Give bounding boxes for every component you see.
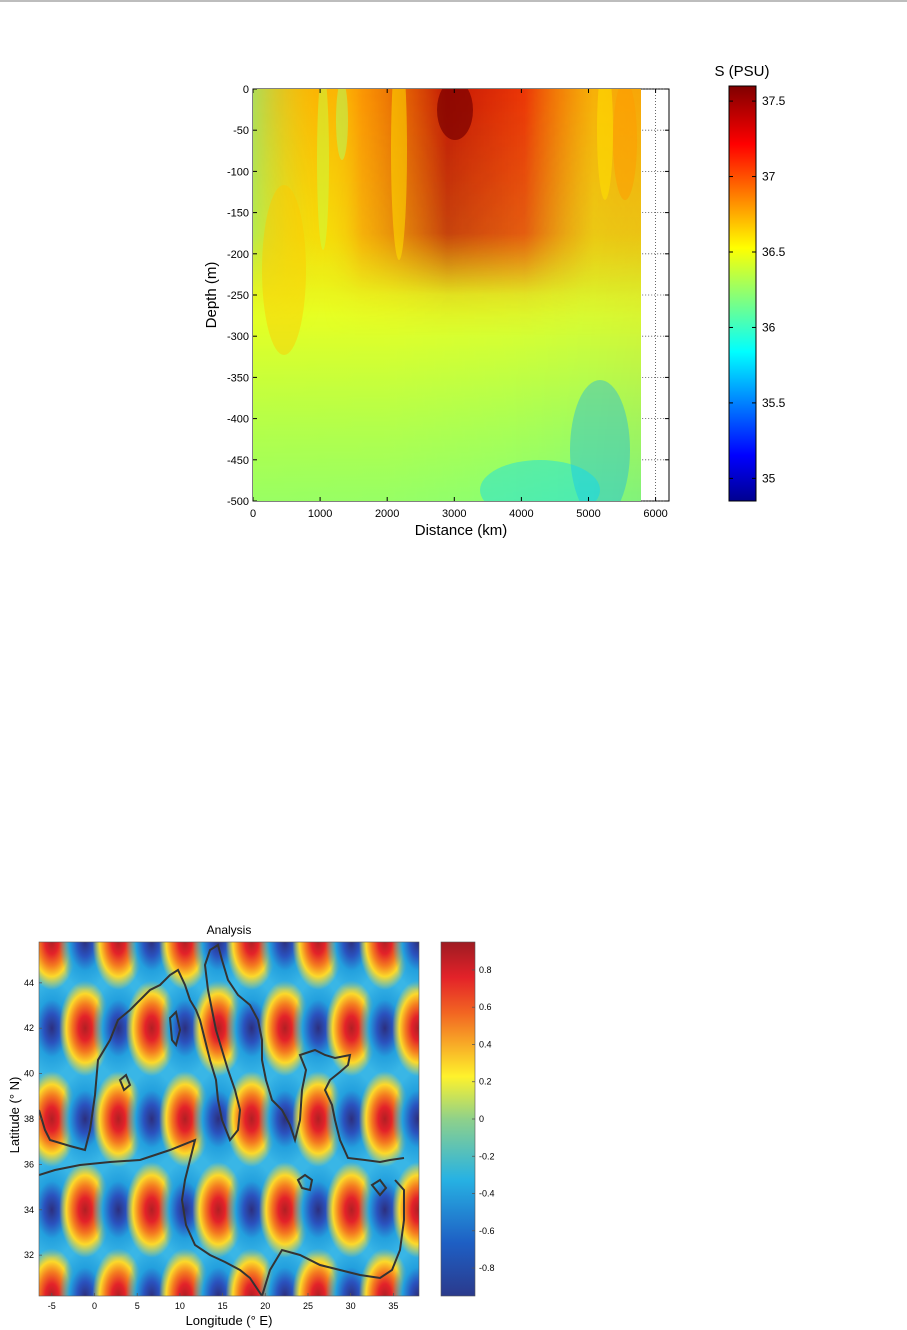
y-tick-label: -450 bbox=[227, 455, 249, 467]
colorbar-tick-label: 0.8 bbox=[479, 965, 492, 975]
negative-cell bbox=[392, 1248, 419, 1296]
y-tick-label: 44 bbox=[24, 978, 34, 988]
colorbar-tick-label: 0 bbox=[479, 1114, 484, 1124]
y-tick-label: -500 bbox=[227, 496, 249, 508]
y-tick-label: 38 bbox=[24, 1114, 34, 1124]
colorbar-tick-label: 36 bbox=[762, 320, 776, 334]
positive-cell bbox=[0, 1248, 11, 1330]
chart-title: Analysis bbox=[207, 923, 252, 937]
x-tick-label: 10 bbox=[175, 1301, 185, 1311]
y-tick-label: 0 bbox=[243, 84, 249, 96]
y-tick-label: -300 bbox=[227, 331, 249, 343]
x-tick-label: 2000 bbox=[375, 508, 399, 520]
x-tick-label: 0 bbox=[250, 508, 256, 520]
analysis-map-chart: Analysis -5 0 5 10 15 20 25 30 35 32 34 36 38 40 42 44… bbox=[0, 894, 495, 1330]
colorbar-tick-label: 35.5 bbox=[762, 396, 786, 410]
x-tick-label: 1000 bbox=[308, 508, 332, 520]
colorbar-tick-label: -0.2 bbox=[479, 1151, 495, 1161]
negative-cell bbox=[0, 1162, 11, 1258]
colorbar-tick-label: -0.4 bbox=[479, 1189, 495, 1199]
coastline bbox=[39, 943, 405, 1296]
y-tick-label: 32 bbox=[24, 1250, 34, 1260]
x-tick-label: 35 bbox=[388, 1301, 398, 1311]
colorbar-tick-label: 35 bbox=[762, 471, 776, 485]
y-tick-label: -100 bbox=[227, 166, 249, 178]
x-tick-label: 25 bbox=[303, 1301, 313, 1311]
positive-cell bbox=[39, 1180, 45, 1240]
colorbar-label: S (PSU) bbox=[714, 63, 769, 80]
x-tick-label: 5000 bbox=[576, 508, 600, 520]
x-tick-label: 4000 bbox=[509, 508, 533, 520]
y-tick-label: -150 bbox=[227, 208, 249, 220]
y-tick-label: -350 bbox=[227, 372, 249, 384]
y-tick-label: 40 bbox=[24, 1069, 34, 1079]
colorbar bbox=[728, 85, 757, 502]
negative-cell bbox=[392, 942, 419, 990]
colorbar-tick-label: 36.5 bbox=[762, 245, 786, 259]
analysis-field bbox=[0, 894, 419, 1330]
x-tick-label: 15 bbox=[218, 1301, 228, 1311]
colorbar-tick-label: 37 bbox=[762, 170, 776, 184]
colorbar-tick-label: 37.5 bbox=[762, 94, 786, 108]
y-tick-label: -200 bbox=[227, 249, 249, 261]
positive-cell bbox=[0, 894, 11, 990]
top-border bbox=[0, 0, 907, 2]
colorbar-ticks: 35 35.5 36 36.5 37 37.5 bbox=[729, 94, 786, 485]
x-axis: 0 1000 2000 3000 4000 5000 6000 bbox=[250, 89, 668, 520]
negative-cell bbox=[392, 1071, 419, 1167]
x-tick-label: 5 bbox=[135, 1301, 140, 1311]
x-tick-label: 20 bbox=[260, 1301, 270, 1311]
analysis-cells bbox=[0, 894, 419, 1330]
y-axis: 32 34 36 38 40 42 44 bbox=[24, 978, 42, 1260]
x-axis: -5 0 5 10 15 20 25 30 35 bbox=[48, 1293, 398, 1311]
x-tick-label: 0 bbox=[92, 1301, 97, 1311]
positive-cell bbox=[392, 980, 419, 1077]
y-tick-label: 34 bbox=[24, 1205, 34, 1215]
x-tick-label: 6000 bbox=[643, 508, 667, 520]
x-axis-label: Longitude (° E) bbox=[186, 1313, 273, 1328]
colorbar-ticks: -0.8 -0.6 -0.4 -0.2 0 0.2 0.4 0.6 0.8 bbox=[472, 965, 495, 1273]
colorbar-tick-label: -0.8 bbox=[479, 1263, 495, 1273]
y-tick-label: -400 bbox=[227, 414, 249, 426]
x-tick-label: -5 bbox=[48, 1301, 56, 1311]
colorbar-tick-label: -0.6 bbox=[479, 1226, 495, 1236]
x-tick-label: 3000 bbox=[442, 508, 466, 520]
positive-cell bbox=[39, 998, 45, 1058]
colorbar bbox=[440, 941, 476, 1297]
negative-cell bbox=[39, 942, 45, 972]
colorbar-tick-label: 0.4 bbox=[479, 1039, 492, 1049]
negative-cell bbox=[39, 1266, 45, 1296]
y-tick-label: -250 bbox=[227, 290, 249, 302]
negative-cell bbox=[0, 980, 11, 1076]
y-axis-label: Latitude (° N) bbox=[7, 1077, 22, 1154]
y-axis-label: Depth (m) bbox=[203, 262, 220, 329]
salinity-section-chart: 0 1000 2000 3000 4000 5000 6000 0 -50 -100 -150 -2… bbox=[203, 63, 786, 539]
x-tick-label: 30 bbox=[346, 1301, 356, 1311]
y-axis: 0 -50 -100 -150 -200 -250 -300 -350 -400 -450 -500 bbox=[227, 84, 669, 508]
salinity-field bbox=[253, 89, 641, 501]
y-tick-label: -50 bbox=[233, 125, 249, 137]
x-axis-label: Distance (km) bbox=[415, 522, 508, 539]
colorbar-tick-label: 0.6 bbox=[479, 1002, 492, 1012]
y-tick-label: 42 bbox=[24, 1023, 34, 1033]
colorbar-tick-label: 0.2 bbox=[479, 1077, 492, 1087]
y-tick-label: 36 bbox=[24, 1159, 34, 1169]
